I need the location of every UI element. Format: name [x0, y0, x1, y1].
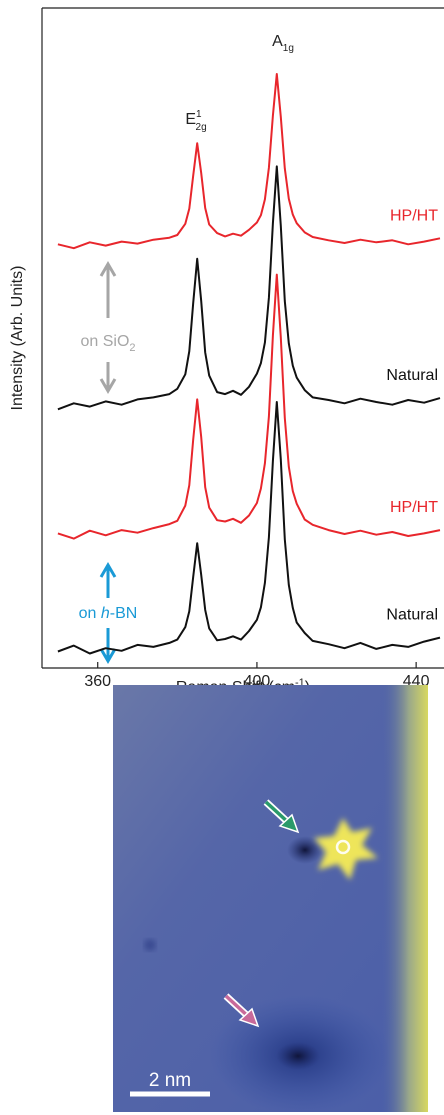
substrate-annotation: on h-BN [79, 562, 138, 664]
peak-label: A1g [272, 33, 294, 54]
axes: Intensity (Arb. Units) Raman Shift (cm-1… [9, 7, 444, 696]
y-axis-label: Intensity (Arb. Units) [9, 266, 26, 411]
series-label: Natural [386, 607, 438, 624]
scale-bar-label: 2 nm [149, 1070, 191, 1091]
spectrum-line [57, 401, 441, 655]
series-label: Natural [386, 367, 438, 384]
double-arrow [99, 562, 117, 664]
series-label: HP/HT [390, 207, 438, 224]
spectrum-line [57, 73, 441, 250]
spectrum-line [57, 273, 441, 540]
double-arrow [99, 261, 117, 394]
peak-label: E1 2g [185, 109, 206, 133]
series-label: HP/HT [390, 499, 438, 516]
group-label: on h-BN [79, 605, 138, 622]
substrate-annotation: on SiO2 [80, 261, 136, 394]
spectrum-line [57, 165, 441, 411]
stm-image: 2 nm [113, 685, 428, 1112]
x-tick-label: 360 [84, 673, 111, 690]
group-label: on SiO2 [80, 333, 135, 354]
